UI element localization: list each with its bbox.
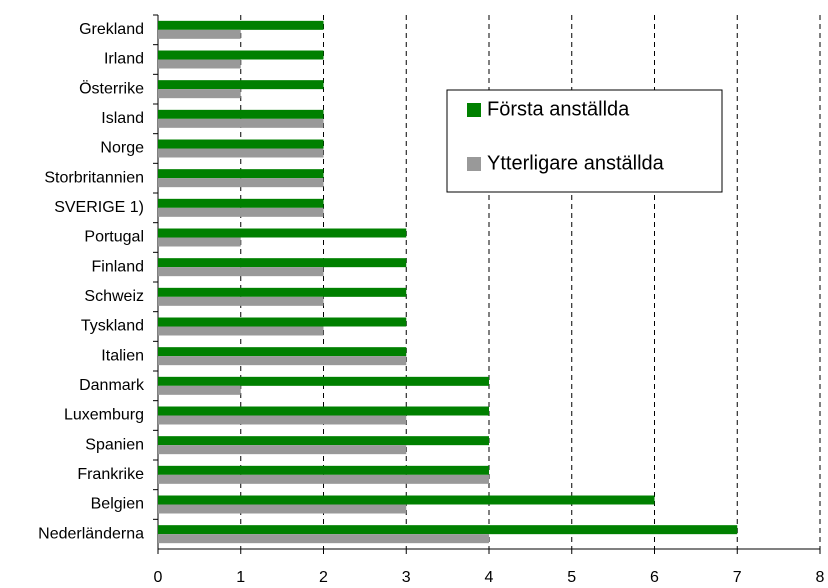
- legend: Första anställda Ytterligare anställda: [446, 89, 723, 193]
- bar: [158, 534, 489, 544]
- x-tick-label: 3: [402, 569, 411, 586]
- bar: [158, 436, 489, 446]
- legend-label: Första anställda: [487, 98, 630, 120]
- y-tick-label: Nederländerna: [38, 525, 144, 542]
- bar: [158, 29, 241, 39]
- bar: [158, 169, 324, 179]
- bar: [158, 296, 324, 306]
- y-tick-label: Tyskland: [81, 318, 144, 335]
- y-tick-label: Luxemburg: [64, 407, 144, 424]
- x-tick-label: 5: [567, 569, 576, 586]
- legend-swatch: [467, 157, 481, 171]
- bar: [158, 376, 489, 386]
- bar: [158, 406, 489, 416]
- y-tick-label: Storbritannien: [44, 169, 144, 186]
- x-tick-label: 1: [236, 569, 245, 586]
- bar: [158, 504, 407, 514]
- bar: [158, 317, 407, 327]
- y-tick-label: SVERIGE 1): [54, 199, 144, 216]
- x-tick-label: 2: [319, 569, 328, 586]
- x-tick-label: 8: [816, 569, 825, 586]
- bar: [158, 525, 738, 535]
- bar: [158, 50, 324, 60]
- y-tick-label: Belgien: [91, 496, 144, 513]
- bar: [158, 109, 324, 119]
- y-tick-label: Danmark: [79, 377, 145, 394]
- bar: [158, 89, 241, 99]
- y-tick-label: Irland: [104, 51, 144, 68]
- y-tick-label: Portugal: [84, 229, 144, 246]
- bar: [158, 347, 407, 357]
- x-tick-label: 7: [733, 569, 742, 586]
- legend-label: Ytterligare anställda: [487, 152, 665, 174]
- bar: [158, 148, 324, 158]
- bar: [158, 198, 324, 208]
- bar: [158, 465, 489, 475]
- bar: [158, 178, 324, 188]
- legend-box: [446, 89, 723, 193]
- bar: [158, 326, 324, 336]
- legend-swatch: [467, 103, 481, 117]
- y-tick-label: Italien: [101, 347, 144, 364]
- y-tick-label: Grekland: [79, 21, 144, 38]
- x-tick-label: 0: [154, 569, 163, 586]
- bar: [158, 267, 324, 277]
- y-tick-label: Frankrike: [77, 466, 144, 483]
- bar: [158, 415, 407, 425]
- bar: [158, 139, 324, 149]
- y-tick-label: Island: [101, 110, 144, 127]
- bar: [158, 356, 407, 366]
- bar: [158, 445, 407, 455]
- bar: [158, 80, 324, 90]
- x-tick-label: 4: [485, 569, 494, 586]
- bar: [158, 385, 241, 395]
- bar: [158, 228, 407, 238]
- bar: [158, 59, 241, 69]
- y-tick-label: Österrike: [79, 79, 144, 97]
- y-tick-label: Finland: [92, 258, 144, 275]
- x-tick-label: 6: [650, 569, 659, 586]
- y-tick-label: Spanien: [85, 436, 144, 453]
- bar: [158, 474, 489, 484]
- y-tick-label: Schweiz: [84, 288, 144, 305]
- bar: [158, 20, 324, 30]
- y-tick-label: Norge: [100, 140, 144, 157]
- bar: [158, 495, 655, 505]
- bar: [158, 258, 407, 268]
- bar: [158, 207, 324, 217]
- bar: [158, 287, 407, 297]
- bar: [158, 118, 324, 128]
- bar: [158, 237, 241, 247]
